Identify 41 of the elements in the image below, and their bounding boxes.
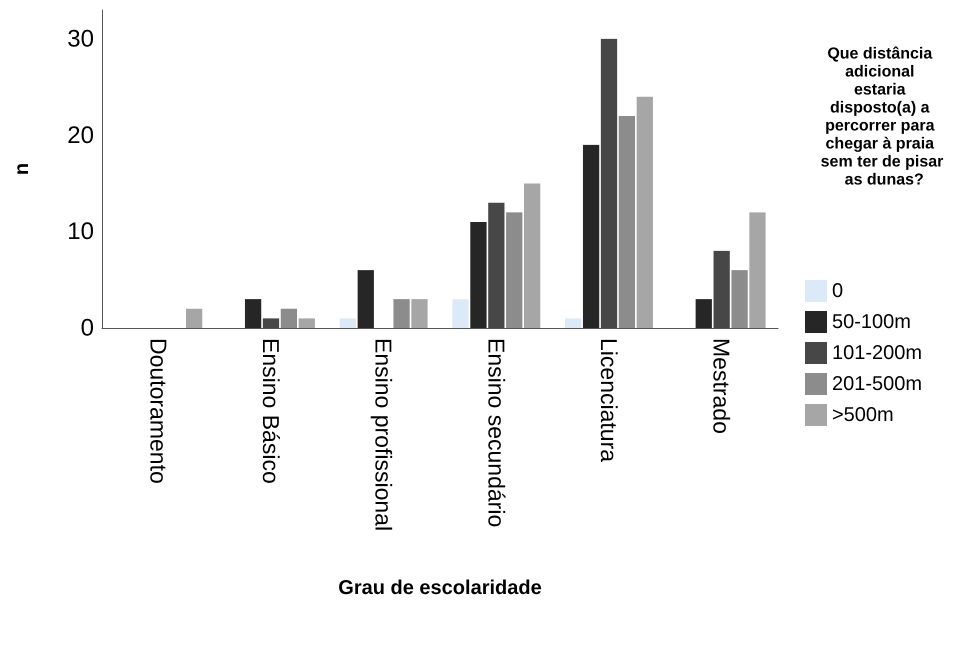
y-tick-label: 20 bbox=[67, 122, 94, 149]
bar bbox=[749, 212, 766, 328]
legend-label: 101-200m bbox=[832, 342, 922, 364]
x-tick-label: Ensino secundário bbox=[483, 338, 510, 528]
x-tick-label: Ensino Básico bbox=[258, 338, 284, 484]
bar bbox=[618, 116, 636, 328]
x-tick-label: Ensino profissional bbox=[370, 338, 397, 532]
y-tick-label: 30 bbox=[67, 25, 94, 52]
bar bbox=[411, 299, 428, 328]
x-tick-label: Licenciatura bbox=[596, 338, 622, 462]
bar bbox=[280, 308, 298, 328]
bar bbox=[340, 318, 356, 328]
bar bbox=[636, 96, 653, 328]
bar bbox=[262, 318, 280, 328]
bar bbox=[714, 250, 730, 328]
legend-label: 0 bbox=[832, 280, 844, 302]
y-tick-label: 10 bbox=[67, 218, 94, 246]
bar bbox=[600, 38, 618, 328]
bar bbox=[524, 183, 540, 328]
legend-label: 201-500m bbox=[832, 373, 922, 395]
bar bbox=[582, 144, 600, 328]
x-tick-label: Doutoramento bbox=[145, 338, 172, 484]
bar bbox=[186, 308, 202, 328]
legend-label: 50-100m bbox=[832, 311, 911, 333]
bar bbox=[298, 318, 315, 328]
x-axis-title: Grau de escolaridade bbox=[338, 577, 542, 599]
bar bbox=[452, 299, 469, 328]
bar bbox=[731, 270, 748, 328]
bar bbox=[470, 222, 487, 328]
bar bbox=[358, 270, 374, 328]
y-axis-title: n bbox=[11, 162, 33, 176]
bar bbox=[488, 202, 504, 328]
bar bbox=[393, 299, 410, 328]
x-tick-label: Mestrado bbox=[708, 338, 735, 434]
bar bbox=[244, 299, 262, 328]
y-tick-label: 0 bbox=[80, 314, 94, 342]
bar bbox=[506, 212, 522, 328]
legend-title: Que distância adicional estaria disposto(a) a percorrer para chegar à praia sem ter de pisar as dunas? bbox=[820, 46, 944, 188]
bar bbox=[565, 318, 582, 328]
legend-label: >500m bbox=[832, 404, 894, 426]
bar bbox=[696, 299, 712, 328]
